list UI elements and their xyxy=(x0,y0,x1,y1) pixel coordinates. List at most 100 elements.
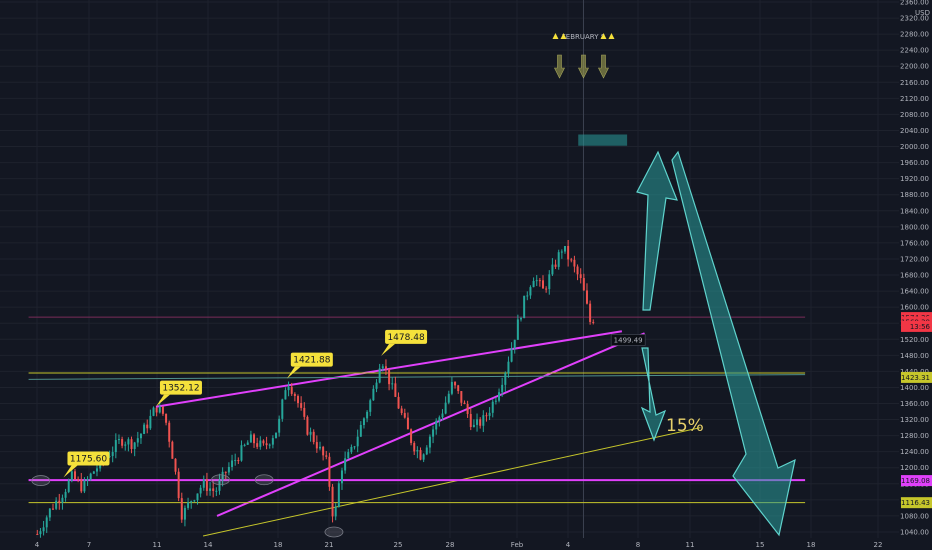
candle-body xyxy=(545,288,548,290)
candle-body xyxy=(309,431,312,435)
candle-body xyxy=(447,393,450,403)
candle-body xyxy=(36,533,39,535)
candle-body xyxy=(108,456,111,458)
candle-body xyxy=(372,388,375,401)
candle-body xyxy=(542,280,545,289)
candle-body xyxy=(334,506,337,517)
candle-body xyxy=(259,440,262,447)
candle-body xyxy=(428,436,431,448)
candle-body xyxy=(532,281,535,288)
x-tick-label: 4 xyxy=(35,541,40,549)
candle-body xyxy=(410,429,413,443)
candle-body xyxy=(265,443,268,446)
candle-body xyxy=(331,486,334,517)
candle-body xyxy=(227,466,230,473)
y-tick-label: 1280.00 xyxy=(900,432,929,440)
candle-body xyxy=(161,406,164,414)
candle-body xyxy=(83,480,86,492)
candle-body xyxy=(560,251,563,253)
candle-body xyxy=(89,473,92,480)
x-tick-label: 22 xyxy=(874,541,883,549)
price-axis[interactable]: USD 2360.00 2320.00 2280.00 2240.00 2200.00 2… xyxy=(899,0,932,550)
candle-body xyxy=(570,259,573,261)
candle-body xyxy=(356,436,359,447)
candle-body xyxy=(454,381,457,386)
candle-body xyxy=(444,402,447,414)
candle-body xyxy=(491,401,494,413)
callout-pointer xyxy=(286,366,301,379)
candle-body xyxy=(136,438,139,443)
candle-body xyxy=(221,471,224,481)
candle-body xyxy=(359,425,362,437)
candle-body xyxy=(488,412,491,416)
candle-body xyxy=(573,259,576,267)
candle-body xyxy=(579,274,582,279)
axis-price-tag xyxy=(901,320,932,332)
candle-body xyxy=(190,501,193,503)
candle-body xyxy=(58,500,61,503)
candle-body xyxy=(92,471,95,474)
candle-body xyxy=(551,264,554,275)
callout-box xyxy=(159,380,202,395)
projection-percent-label: 15% xyxy=(666,416,704,436)
candle-body xyxy=(124,444,127,446)
y-tick-label: 1920.00 xyxy=(900,175,929,183)
price-axis-unit: USD xyxy=(915,9,930,17)
candle-body xyxy=(55,500,58,509)
warning-icon xyxy=(552,33,559,39)
candle-body xyxy=(180,498,183,520)
candle-body xyxy=(466,404,469,414)
x-tick-label: 28 xyxy=(446,541,455,549)
y-tick-label: 2240.00 xyxy=(900,47,929,55)
candle-body xyxy=(149,415,152,429)
y-tick-label: 1360.00 xyxy=(900,400,929,408)
candle-body xyxy=(422,454,425,460)
candle-body xyxy=(187,502,190,508)
x-tick-label: 8 xyxy=(636,541,640,549)
callout-label: 1478.48 xyxy=(387,333,424,343)
warning-icon xyxy=(608,33,615,39)
candle-body xyxy=(168,422,171,442)
candle-body xyxy=(479,419,482,426)
candle-body xyxy=(193,500,196,502)
y-tick-label: 2000.00 xyxy=(900,143,929,151)
candle-body xyxy=(469,413,472,427)
warning-icon xyxy=(560,33,567,39)
candle-body xyxy=(520,318,523,320)
candle-body xyxy=(300,403,303,408)
candle-body xyxy=(498,392,501,401)
axis-price-tag xyxy=(901,371,932,383)
y-tick-label: 1960.00 xyxy=(900,159,929,167)
candle-body xyxy=(212,488,215,491)
callout-box xyxy=(67,451,110,466)
current-price-label: 1499.49 xyxy=(614,336,643,344)
candle-body xyxy=(375,382,378,389)
candle-body xyxy=(152,407,155,416)
callout-pointer xyxy=(155,394,170,407)
candle-body xyxy=(52,508,55,510)
candle-body xyxy=(529,287,532,296)
candle-body xyxy=(158,406,161,413)
candle-body xyxy=(231,460,234,467)
candle-body xyxy=(350,447,353,453)
callout-label: 1175.60 xyxy=(70,455,107,465)
y-tick-label: 2320.00 xyxy=(900,15,929,23)
candle-body xyxy=(287,386,290,391)
candle-body xyxy=(450,381,453,394)
candle-body xyxy=(400,408,403,414)
candle-body xyxy=(284,390,287,400)
time-axis[interactable]: 4 7 11 14 18 21 25 28 Feb 4 8 11 15 18 22 xyxy=(35,541,883,549)
candle-body xyxy=(215,490,218,492)
y-tick-label: 1520.00 xyxy=(900,336,929,344)
trend-line xyxy=(216,332,645,517)
y-tick-label: 1600.00 xyxy=(900,304,929,312)
down-projection-arrow xyxy=(671,150,796,537)
candle-body xyxy=(275,432,278,439)
candle-body xyxy=(438,417,441,421)
candle-body xyxy=(240,445,243,461)
candle-body xyxy=(403,413,406,418)
candle-body xyxy=(306,416,309,435)
candle-body xyxy=(482,415,485,426)
event-down-arrow-icon xyxy=(597,54,609,79)
candle-body xyxy=(378,368,381,383)
